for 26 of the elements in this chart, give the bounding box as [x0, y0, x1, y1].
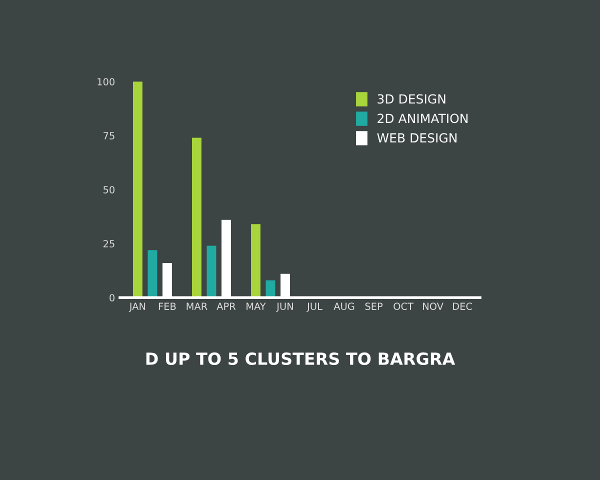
- legend-label: 3D DESIGN: [378, 94, 446, 104]
- x-tick-label: JAN: [128, 302, 146, 312]
- x-tick-label: FEB: [158, 302, 176, 310]
- x-tick-label: NOV: [423, 302, 444, 310]
- y-tick-label: 50: [104, 186, 114, 194]
- legend-label: 2D ANIMATION: [378, 114, 468, 124]
- x-tick-label: SEP: [365, 302, 383, 310]
- x-tick-label: DEC: [453, 302, 472, 310]
- x-tick-label: JUL: [306, 302, 322, 312]
- x-tick-label: OCT: [394, 302, 414, 310]
- bar: [148, 250, 158, 298]
- y-tick-label: 25: [103, 240, 114, 248]
- bar: [192, 138, 202, 298]
- y-tick-label: 75: [104, 132, 114, 140]
- legend-label: WEB DESIGN: [377, 133, 456, 143]
- x-tick-label: JUN: [276, 302, 293, 312]
- x-tick-label: MAY: [246, 302, 266, 310]
- y-tick-label: 0: [110, 294, 114, 302]
- x-tick-label: AUG: [334, 302, 354, 310]
- y-tick-label: 100: [98, 78, 114, 86]
- x-tick-label: MAR: [186, 302, 208, 310]
- text: D UP TO 5 CLUSTERS TO BARGRA: [146, 352, 456, 366]
- x-tick-label: APR: [216, 302, 236, 310]
- bar: [251, 224, 260, 298]
- bar: [132, 82, 142, 298]
- bar: [206, 246, 216, 298]
